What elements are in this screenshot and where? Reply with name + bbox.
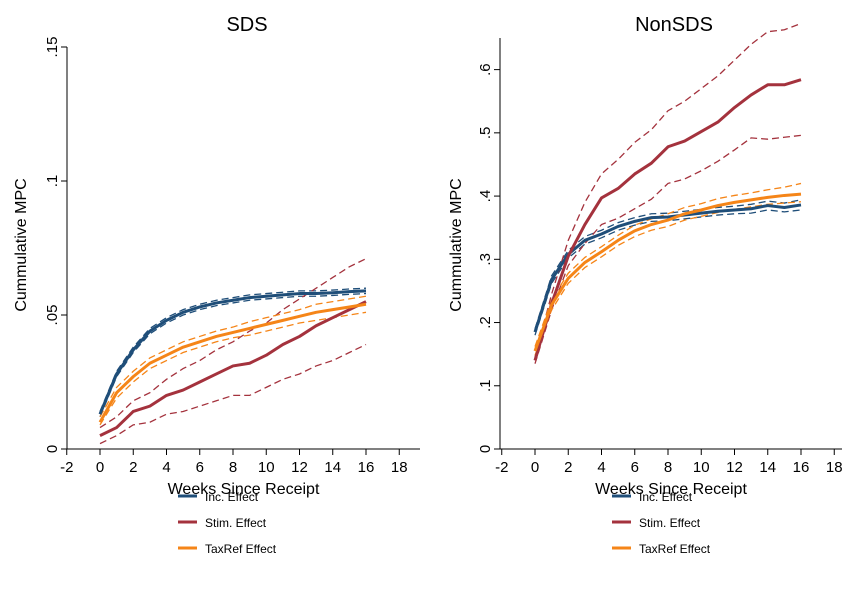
series-ci-upper-line: [99, 258, 367, 429]
series-line: [98, 289, 367, 415]
x-axis-label: Weeks Since Receipt: [595, 481, 747, 498]
x-tick-label: 14: [324, 459, 341, 476]
series-ci-lower-line: [99, 292, 367, 418]
chart-title: NonSDS: [635, 14, 713, 36]
legend-label: TaxRef Effect: [639, 542, 711, 556]
y-axis-label: Cummulative MPC: [13, 178, 30, 311]
x-tick-label: 18: [826, 459, 843, 476]
y-tick-label: .3: [477, 253, 494, 266]
y-tick-label: .1: [477, 380, 494, 393]
series-ci-upper-line: [534, 199, 802, 330]
legend-label: Stim. Effect: [639, 516, 701, 530]
series-line: [98, 302, 367, 423]
series-ci-lower-line: [99, 311, 367, 426]
series-line: [99, 300, 367, 437]
x-tick-label: 12: [291, 459, 308, 476]
x-tick-label: 0: [531, 459, 539, 476]
legend-label: Inc. Effect: [205, 490, 259, 504]
y-tick-label: .15: [44, 37, 61, 58]
x-tick-label: -2: [60, 459, 73, 476]
y-tick-label: 0: [477, 445, 494, 453]
series-line: [533, 78, 802, 361]
x-tick-label: 16: [358, 459, 375, 476]
series-ci-lower-line: [534, 201, 802, 356]
y-tick-label: .05: [44, 305, 61, 326]
x-tick-label: 10: [693, 459, 710, 476]
y-tick-label: .1: [44, 175, 61, 188]
series-ci-upper-line: [534, 182, 802, 347]
series-ci-upper-line: [534, 22, 802, 358]
x-tick-label: 8: [229, 459, 237, 476]
x-tick-label: 10: [258, 459, 275, 476]
chart-title: SDS: [226, 14, 267, 36]
legend-label: Inc. Effect: [639, 490, 693, 504]
series-ci-lower-line: [534, 134, 802, 364]
x-axis-label: Weeks Since Receipt: [168, 481, 320, 498]
x-tick-label: 8: [664, 459, 672, 476]
y-tick-label: .5: [477, 127, 494, 140]
x-tick-label: 16: [793, 459, 810, 476]
x-tick-label: 4: [597, 459, 605, 476]
x-tick-label: 2: [564, 459, 572, 476]
legend-label: TaxRef Effect: [205, 542, 277, 556]
y-tick-label: .6: [477, 63, 494, 76]
series-line: [533, 192, 802, 352]
x-tick-label: 6: [631, 459, 639, 476]
x-tick-label: 0: [96, 459, 104, 476]
y-axis-label: Cummulative MPC: [448, 178, 465, 311]
series-ci-lower-line: [99, 343, 367, 445]
series-ci-upper-line: [99, 287, 367, 412]
y-tick-label: .2: [477, 316, 494, 329]
y-tick-label: .4: [477, 190, 494, 203]
series-ci-upper-line: [99, 295, 367, 418]
y-tick-label: 0: [44, 445, 61, 453]
x-tick-label: -2: [495, 459, 508, 476]
x-tick-label: 18: [391, 459, 408, 476]
x-tick-label: 4: [162, 459, 170, 476]
legend-label: Stim. Effect: [205, 516, 267, 530]
series-line: [533, 203, 802, 333]
x-tick-label: 12: [726, 459, 743, 476]
x-tick-label: 14: [759, 459, 776, 476]
x-tick-label: 6: [196, 459, 204, 476]
x-tick-label: 2: [129, 459, 137, 476]
